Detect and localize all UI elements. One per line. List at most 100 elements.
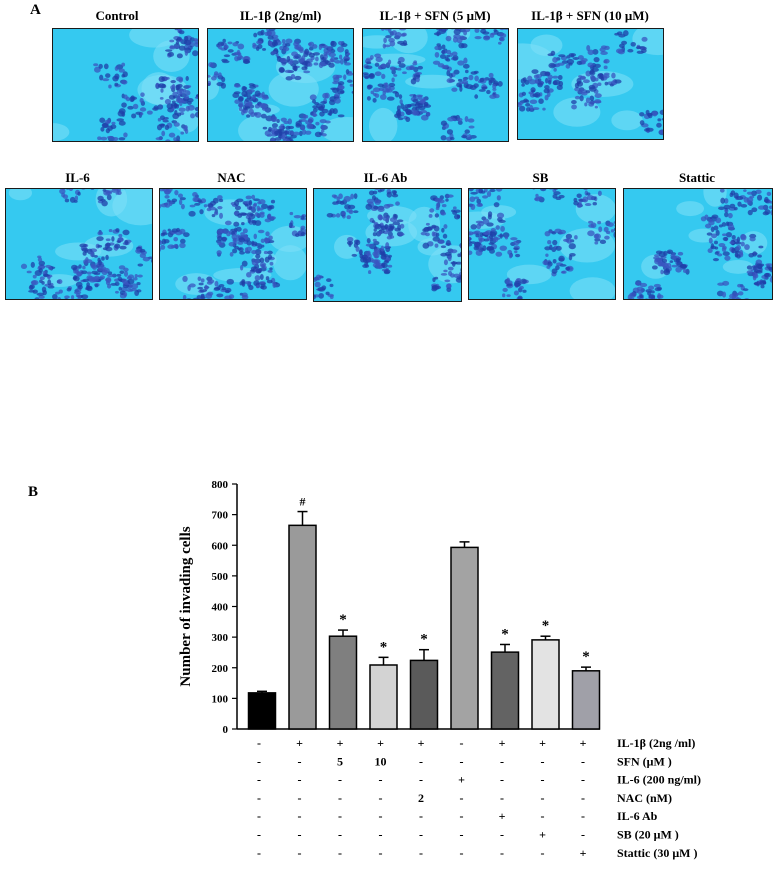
condition-cell-2-1: - [298, 773, 302, 787]
condition-label-2: IL-6 (200 ng/ml) [617, 773, 701, 787]
micrograph-label-il6ab: IL-6 Ab [363, 170, 408, 185]
micrograph-control [52, 28, 199, 142]
condition-cell-2-8: - [581, 773, 585, 787]
condition-cell-0-2: + [337, 736, 344, 750]
condition-cell-2-0: - [257, 773, 261, 787]
bar-5 [450, 546, 479, 730]
condition-cell-3-4: 2 [418, 791, 424, 805]
condition-cell-5-0: - [257, 828, 261, 842]
condition-cell-3-3: - [379, 791, 383, 805]
significance-marker-3: * [380, 639, 388, 655]
condition-label-5: SB (20 μM ) [617, 828, 679, 842]
condition-cell-0-3: + [377, 736, 384, 750]
condition-cell-0-4: + [418, 736, 425, 750]
bar-0 [247, 692, 277, 730]
condition-cell-1-0: - [257, 754, 261, 768]
significance-marker-8: * [582, 649, 590, 665]
panel-label-b: B [28, 484, 39, 500]
bar-7 [531, 639, 560, 730]
y-tick-label-0: 0 [223, 724, 229, 736]
y-axis-label: Number of invading cells [178, 526, 194, 686]
y-tick-label-8: 800 [212, 479, 229, 491]
micrograph-label-sb: SB [532, 170, 549, 185]
condition-cell-1-1: - [298, 754, 302, 768]
condition-cell-4-6: + [499, 809, 506, 823]
condition-label-0: IL-1β (2ng /ml) [617, 736, 695, 750]
significance-marker-1: # [300, 495, 306, 509]
condition-cell-1-4: - [419, 754, 423, 768]
condition-cell-4-2: - [338, 809, 342, 823]
condition-cell-3-5: - [460, 791, 464, 805]
y-tick-label-1: 100 [212, 693, 229, 705]
bar-2 [328, 635, 358, 730]
condition-cell-2-2: - [338, 773, 342, 787]
micrograph-label-il1b-sfn5: IL-1β + SFN (5 μM) [379, 8, 491, 23]
condition-cell-4-4: - [419, 809, 423, 823]
condition-cell-6-3: - [379, 846, 383, 860]
condition-cell-2-3: - [379, 773, 383, 787]
micrograph-label-nac: NAC [217, 170, 246, 185]
condition-cell-6-1: - [298, 846, 302, 860]
bar-3 [369, 664, 398, 730]
condition-cell-3-7: - [541, 791, 545, 805]
condition-label-3: NAC (nM) [617, 791, 672, 805]
condition-cell-1-2: 5 [337, 754, 343, 768]
condition-cell-1-8: - [581, 754, 585, 768]
condition-cell-3-1: - [298, 791, 302, 805]
condition-cell-6-0: - [257, 846, 261, 860]
micrograph-stattic [623, 188, 773, 300]
condition-cell-5-3: - [379, 828, 383, 842]
condition-cell-0-8: + [580, 736, 587, 750]
condition-cell-6-5: - [460, 846, 464, 860]
micrograph-nac [159, 188, 307, 300]
condition-cell-0-7: + [539, 736, 546, 750]
micrograph-sb [468, 188, 616, 300]
bar-8 [571, 670, 601, 730]
condition-cell-4-3: - [379, 809, 383, 823]
y-tick-label-5: 500 [212, 571, 229, 583]
condition-cell-2-6: - [500, 773, 504, 787]
micrograph-il1b [207, 28, 354, 142]
condition-cell-2-4: - [419, 773, 423, 787]
invasion-bar-chart: 0 100 200 300 400 500 600 700 800 Number of invad… [178, 479, 701, 860]
significance-marker-6: * [501, 626, 509, 642]
condition-cell-1-7: - [541, 754, 545, 768]
condition-cell-3-8: - [581, 791, 585, 805]
condition-cell-0-0: - [257, 736, 261, 750]
condition-cell-2-7: - [541, 773, 545, 787]
condition-cell-5-2: - [338, 828, 342, 842]
condition-cell-0-5: - [460, 736, 464, 750]
y-tick-label-2: 200 [212, 663, 229, 675]
condition-cell-4-1: - [298, 809, 302, 823]
condition-cell-1-3: 10 [375, 754, 387, 768]
bar-6 [490, 651, 520, 730]
condition-cell-4-7: - [541, 809, 545, 823]
condition-cell-0-1: + [296, 736, 303, 750]
condition-cell-5-7: + [539, 828, 546, 842]
significance-marker-7: * [542, 618, 550, 634]
micrograph-label-control: Control [95, 8, 139, 23]
bar-1 [288, 524, 317, 730]
condition-cell-6-6: - [500, 846, 504, 860]
micrograph-il1b-sfn10 [517, 28, 664, 140]
condition-label-4: IL-6 Ab [617, 809, 658, 823]
condition-cell-5-8: - [581, 828, 585, 842]
condition-label-1: SFN (μM ) [617, 754, 672, 768]
condition-cell-5-6: - [500, 828, 504, 842]
panel-label-a: A [30, 2, 41, 18]
y-tick-label-7: 700 [212, 510, 229, 522]
significance-marker-4: * [420, 632, 428, 648]
micrograph-il1b-sfn5 [362, 28, 509, 142]
condition-cell-3-0: - [257, 791, 261, 805]
condition-cell-5-1: - [298, 828, 302, 842]
condition-cell-5-5: - [460, 828, 464, 842]
condition-cell-3-2: - [338, 791, 342, 805]
micrograph-label-il6: IL-6 [65, 170, 90, 185]
condition-cell-5-4: - [419, 828, 423, 842]
condition-label-6: Stattic (30 μM ) [617, 846, 697, 860]
condition-cell-0-6: + [499, 736, 506, 750]
micrograph-il6ab [313, 188, 462, 302]
micrograph-label-il1b: IL-1β (2ng/ml) [239, 8, 322, 23]
micrograph-il6 [5, 188, 153, 300]
y-tick-label-4: 400 [212, 602, 229, 614]
